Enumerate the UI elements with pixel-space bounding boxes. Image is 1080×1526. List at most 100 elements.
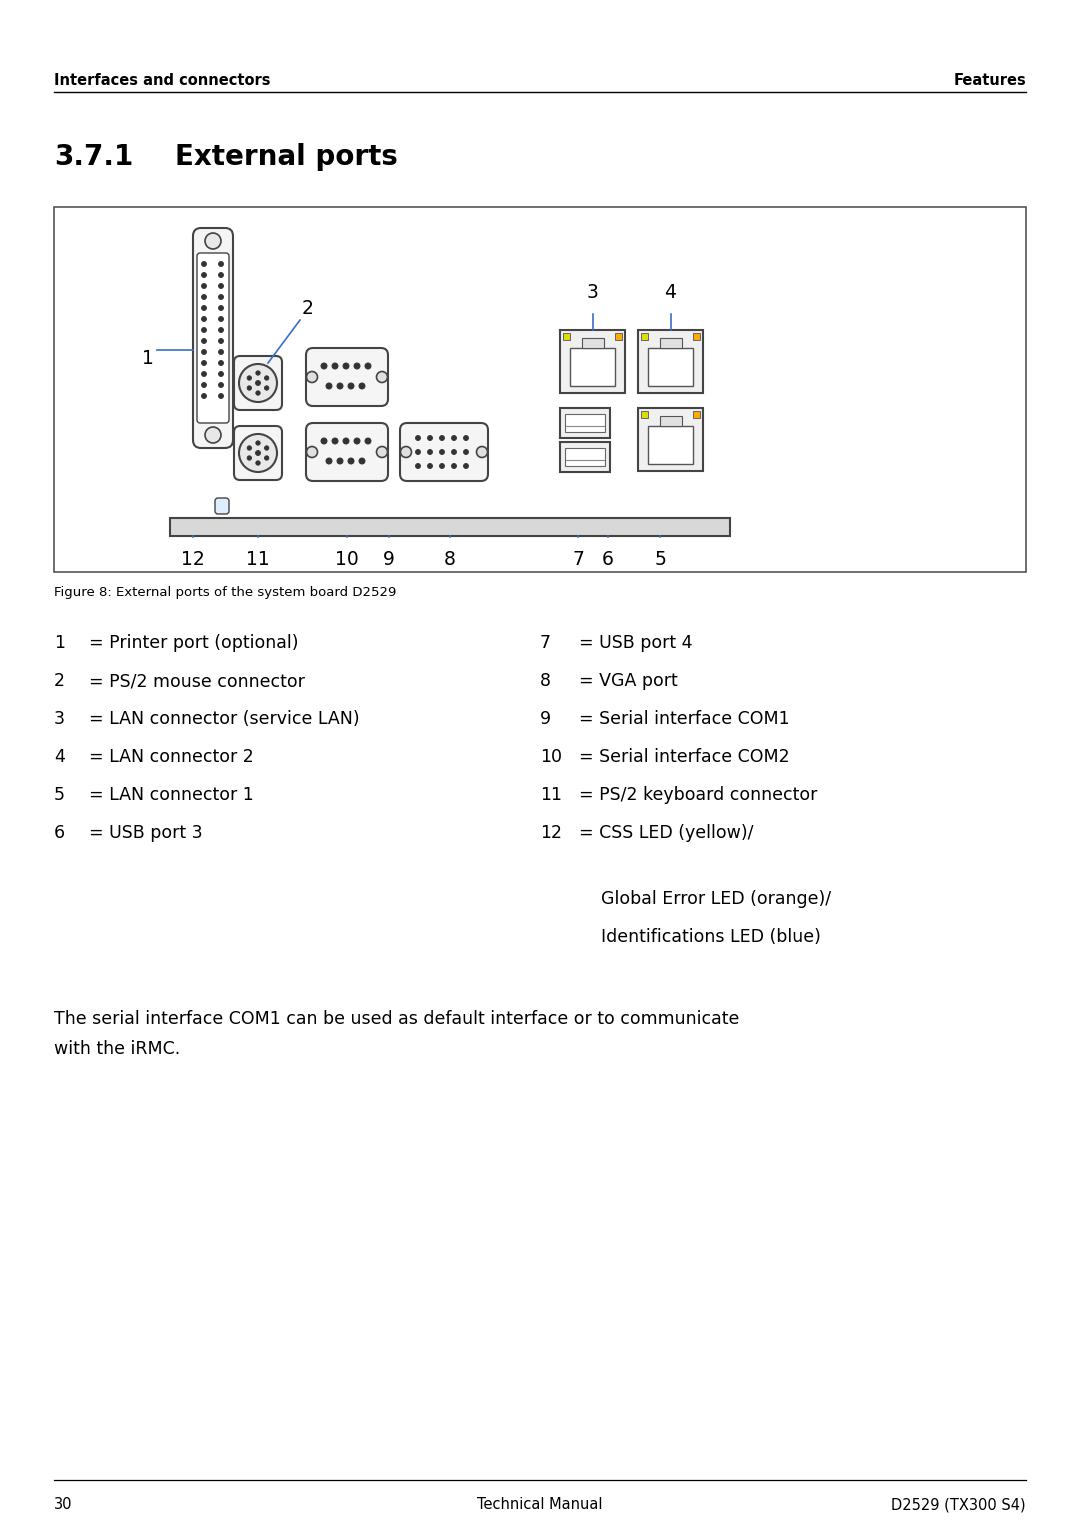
Circle shape: [205, 233, 221, 249]
Text: 6: 6: [602, 549, 613, 569]
Circle shape: [416, 464, 420, 468]
Circle shape: [332, 438, 338, 444]
Circle shape: [265, 446, 269, 450]
Circle shape: [416, 435, 420, 441]
Bar: [660, 337, 681, 348]
Circle shape: [476, 447, 487, 458]
Text: D2529 (TX300 S4): D2529 (TX300 S4): [891, 1497, 1026, 1512]
Text: = Serial interface COM2: = Serial interface COM2: [579, 748, 789, 766]
Circle shape: [247, 446, 252, 450]
Text: = LAN connector (service LAN): = LAN connector (service LAN): [89, 710, 360, 728]
Bar: [565, 414, 605, 432]
Circle shape: [218, 339, 224, 343]
Circle shape: [307, 371, 318, 383]
Text: = Serial interface COM1: = Serial interface COM1: [579, 710, 789, 728]
Bar: [693, 410, 700, 418]
Circle shape: [239, 365, 276, 401]
Text: The serial interface COM1 can be used as default interface or to communicate: The serial interface COM1 can be used as…: [54, 1010, 740, 1029]
Text: 11: 11: [246, 549, 270, 569]
Circle shape: [265, 386, 269, 391]
Circle shape: [321, 438, 327, 444]
Bar: [648, 426, 693, 464]
Text: with the iRMC.: with the iRMC.: [54, 1041, 180, 1058]
Circle shape: [321, 363, 327, 369]
Bar: [648, 348, 693, 386]
Text: 12: 12: [540, 824, 562, 842]
Circle shape: [247, 375, 252, 380]
FancyBboxPatch shape: [234, 426, 282, 481]
Circle shape: [348, 383, 354, 389]
Circle shape: [337, 458, 343, 464]
FancyBboxPatch shape: [306, 348, 388, 406]
Circle shape: [202, 273, 206, 278]
Circle shape: [202, 284, 206, 288]
Bar: [561, 407, 610, 438]
Text: 4: 4: [54, 748, 65, 766]
Text: = PS/2 mouse connector: = PS/2 mouse connector: [89, 671, 305, 690]
Circle shape: [451, 464, 457, 468]
Circle shape: [256, 371, 260, 375]
FancyBboxPatch shape: [306, 423, 388, 481]
Text: 7: 7: [572, 549, 584, 569]
Circle shape: [428, 464, 432, 468]
Circle shape: [348, 458, 354, 464]
Circle shape: [218, 394, 224, 398]
Circle shape: [307, 447, 318, 458]
Circle shape: [256, 450, 260, 455]
Text: = USB port 4: = USB port 4: [579, 633, 692, 652]
Circle shape: [463, 464, 469, 468]
Text: 2: 2: [302, 299, 314, 317]
FancyBboxPatch shape: [215, 497, 229, 514]
Circle shape: [218, 295, 224, 299]
Circle shape: [416, 450, 420, 455]
Circle shape: [451, 450, 457, 455]
Circle shape: [440, 435, 445, 441]
Text: 30: 30: [54, 1497, 72, 1512]
Circle shape: [202, 383, 206, 388]
Circle shape: [202, 360, 206, 366]
Text: 10: 10: [540, 748, 562, 766]
Circle shape: [202, 371, 206, 377]
Circle shape: [218, 371, 224, 377]
Text: 2: 2: [54, 671, 65, 690]
Circle shape: [440, 464, 445, 468]
Text: Global Error LED (orange)/: Global Error LED (orange)/: [600, 890, 832, 908]
Text: 11: 11: [540, 786, 562, 804]
Text: 9: 9: [383, 549, 395, 569]
Circle shape: [428, 435, 432, 441]
Text: = LAN connector 2: = LAN connector 2: [89, 748, 254, 766]
Text: 10: 10: [335, 549, 359, 569]
Text: 3: 3: [586, 282, 598, 302]
Text: Technical Manual: Technical Manual: [477, 1497, 603, 1512]
Circle shape: [332, 363, 338, 369]
FancyBboxPatch shape: [234, 356, 282, 410]
Circle shape: [218, 360, 224, 366]
Text: = USB port 3: = USB port 3: [89, 824, 203, 842]
Circle shape: [202, 328, 206, 333]
Bar: [54, 208, 1026, 572]
Text: = VGA port: = VGA port: [579, 671, 678, 690]
Bar: [561, 330, 625, 394]
Circle shape: [428, 450, 432, 455]
Circle shape: [247, 456, 252, 461]
Circle shape: [218, 349, 224, 354]
Bar: [660, 417, 681, 426]
Circle shape: [365, 363, 372, 369]
Text: 6: 6: [54, 824, 65, 842]
Circle shape: [354, 363, 360, 369]
Text: 1: 1: [54, 633, 65, 652]
Text: 5: 5: [54, 786, 65, 804]
Circle shape: [239, 433, 276, 472]
Text: = PS/2 keyboard connector: = PS/2 keyboard connector: [579, 786, 818, 804]
Circle shape: [343, 438, 349, 444]
Text: 4: 4: [664, 282, 676, 302]
Text: 3.7.1: 3.7.1: [54, 143, 133, 171]
Circle shape: [218, 316, 224, 322]
Circle shape: [218, 273, 224, 278]
Circle shape: [359, 458, 365, 464]
Circle shape: [326, 458, 332, 464]
Text: Figure 8: External ports of the system board D2529: Figure 8: External ports of the system b…: [54, 586, 396, 600]
Bar: [561, 443, 610, 472]
Circle shape: [256, 461, 260, 465]
Text: = Printer port (optional): = Printer port (optional): [89, 633, 298, 652]
